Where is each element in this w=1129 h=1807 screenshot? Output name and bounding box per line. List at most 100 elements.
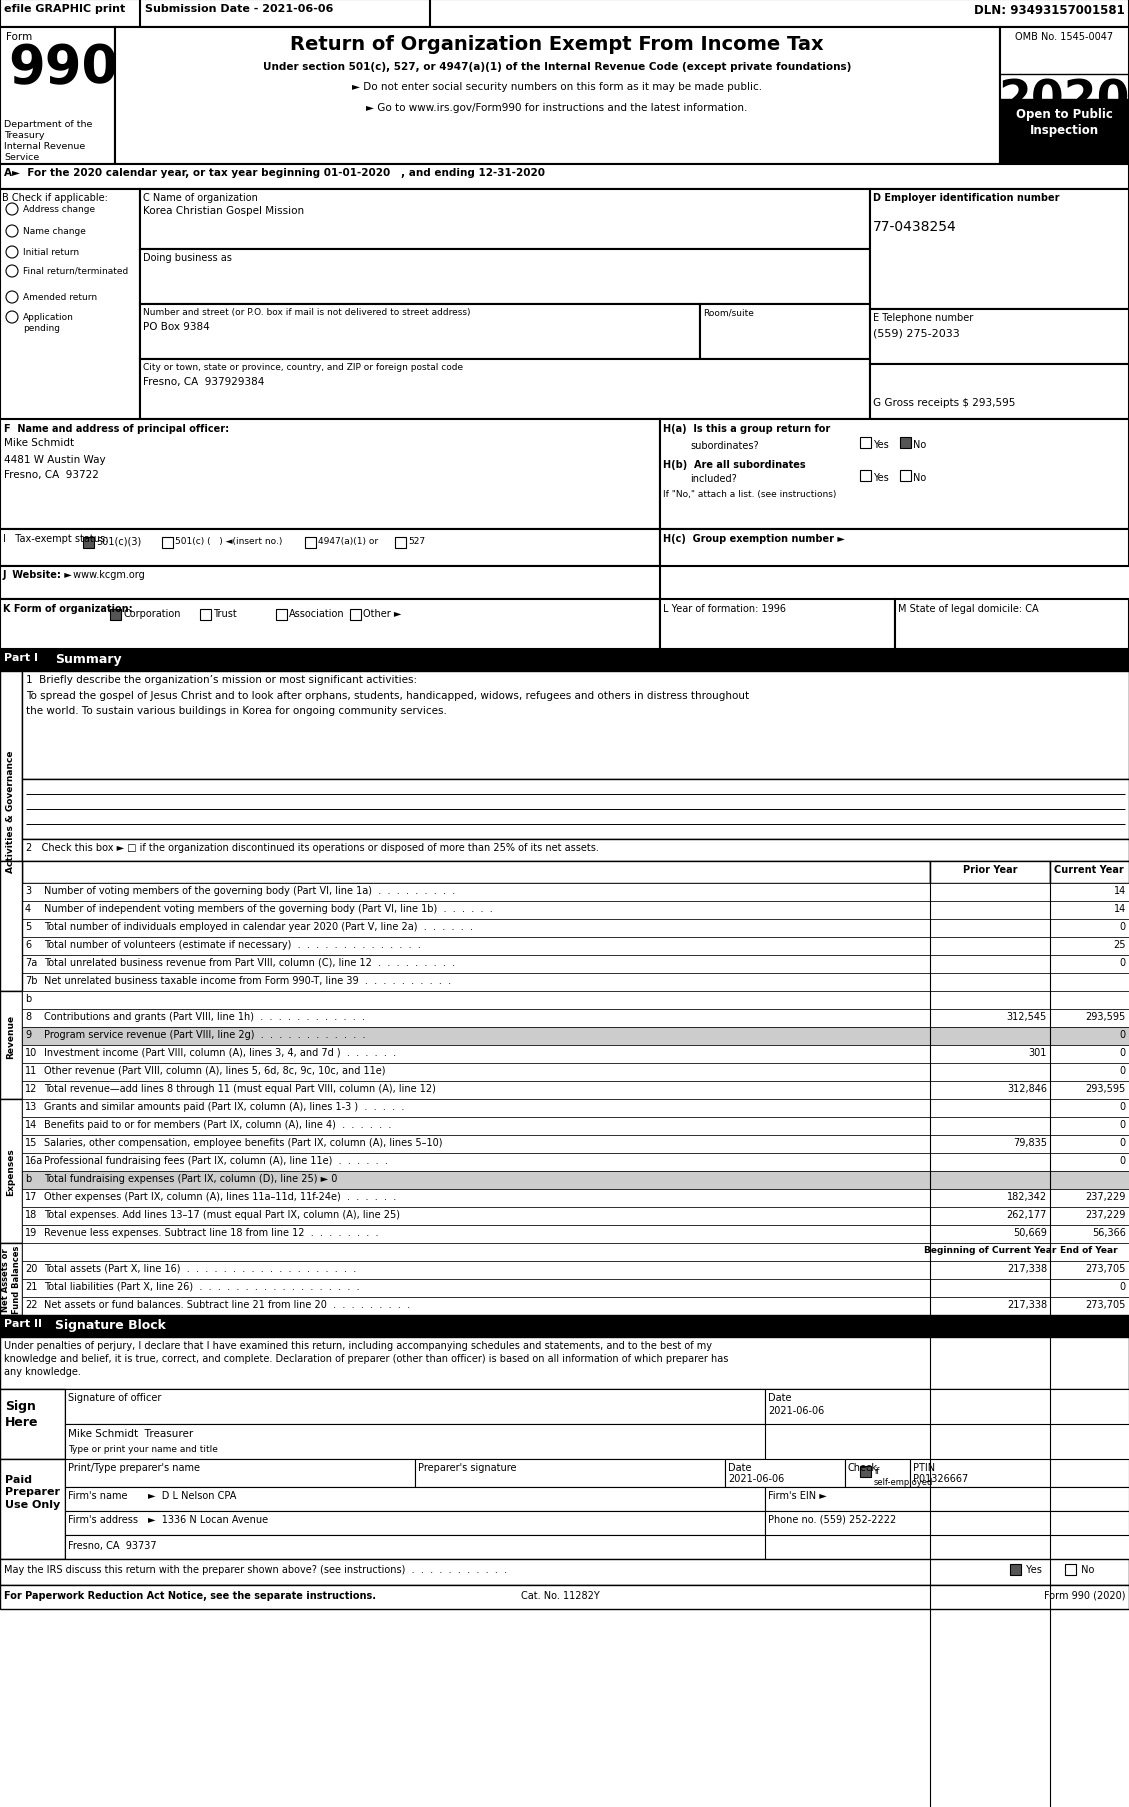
Bar	[930, 992, 1050, 1010]
Bar	[21, 1063, 930, 1081]
Text: Current Year: Current Year	[1054, 864, 1123, 875]
Text: 0: 0	[1120, 1281, 1126, 1292]
Bar	[1050, 1081, 1129, 1099]
Bar	[765, 1390, 1129, 1424]
Bar	[1050, 1099, 1129, 1117]
Text: Yes: Yes	[1023, 1565, 1042, 1574]
Bar	[860, 1465, 870, 1476]
Text: Department of the
Treasury
Internal Revenue
Service: Department of the Treasury Internal Reve…	[5, 119, 93, 163]
Bar	[415, 1460, 725, 1487]
Text: 217,338: 217,338	[1007, 1299, 1047, 1310]
Text: Type or print your name and title: Type or print your name and title	[68, 1444, 218, 1453]
Text: Return of Organization Exempt From Income Tax: Return of Organization Exempt From Incom…	[290, 34, 824, 54]
Bar	[21, 884, 930, 902]
Text: 293,595: 293,595	[1086, 1084, 1126, 1093]
Text: 262,177: 262,177	[1007, 1209, 1047, 1220]
Text: 237,229: 237,229	[1086, 1209, 1126, 1220]
Text: any knowledge.: any knowledge.	[5, 1366, 81, 1377]
Text: P01326667: P01326667	[913, 1473, 969, 1484]
Bar	[0, 190, 140, 529]
Bar	[21, 974, 930, 992]
Bar	[870, 309, 1129, 365]
Bar	[930, 1081, 1050, 1099]
Text: 301: 301	[1029, 1048, 1047, 1057]
Bar	[1050, 1046, 1129, 1063]
Bar	[0, 992, 21, 1099]
Text: 14: 14	[25, 1119, 37, 1129]
Text: Phone no. (559) 252-2222: Phone no. (559) 252-2222	[768, 1514, 896, 1523]
Bar	[700, 305, 870, 360]
Text: Other revenue (Part VIII, column (A), lines 5, 6d, 8c, 9c, 10c, and 11e): Other revenue (Part VIII, column (A), li…	[44, 1066, 385, 1075]
Bar	[21, 862, 930, 884]
Bar	[930, 1243, 1050, 1261]
Bar	[21, 1261, 930, 1279]
Bar	[0, 1585, 1129, 1608]
Bar	[0, 164, 1129, 190]
Bar	[0, 567, 660, 600]
Bar	[1000, 99, 1129, 164]
Text: 7b: 7b	[25, 976, 37, 985]
Text: 5: 5	[25, 922, 32, 931]
Text: Grants and similar amounts paid (Part IX, column (A), lines 1-3 )  .  .  .  .  .: Grants and similar amounts paid (Part IX…	[44, 1102, 404, 1111]
Bar	[350, 609, 361, 620]
Text: B Check if applicable:: B Check if applicable:	[2, 193, 108, 202]
Text: K Form of organization:: K Form of organization:	[3, 604, 132, 614]
Bar	[0, 862, 21, 961]
Bar	[1050, 1297, 1129, 1315]
Text: Revenue less expenses. Subtract line 18 from line 12  .  .  .  .  .  .  .  .: Revenue less expenses. Subtract line 18 …	[44, 1227, 378, 1238]
Text: Number of independent voting members of the governing body (Part VI, line 1b)  .: Number of independent voting members of …	[44, 904, 492, 914]
Bar	[0, 1337, 1129, 1390]
Text: efile GRAPHIC print: efile GRAPHIC print	[5, 4, 125, 14]
Bar	[65, 1487, 765, 1511]
Bar	[21, 1153, 930, 1171]
Text: Number of voting members of the governing body (Part VI, line 1a)  .  .  .  .  .: Number of voting members of the governin…	[44, 885, 455, 896]
Text: 217,338: 217,338	[1007, 1263, 1047, 1274]
Text: Address change: Address change	[23, 204, 95, 213]
Text: 4947(a)(1) or: 4947(a)(1) or	[318, 537, 378, 546]
Bar	[930, 884, 1050, 902]
Text: E Telephone number: E Telephone number	[873, 313, 973, 323]
Bar	[860, 472, 870, 482]
Text: 1  Briefly describe the organization’s mission or most significant activities:: 1 Briefly describe the organization’s mi…	[26, 674, 417, 685]
Bar	[140, 305, 700, 360]
Bar	[870, 190, 1129, 309]
Bar	[930, 1063, 1050, 1081]
Text: Association: Association	[289, 609, 344, 618]
Text: M State of legal domicile: CA: M State of legal domicile: CA	[898, 604, 1039, 614]
Text: Form: Form	[6, 33, 33, 42]
Text: 0: 0	[1120, 1030, 1126, 1039]
Text: 0: 0	[1120, 1048, 1126, 1057]
Bar	[1050, 1243, 1129, 1261]
Bar	[930, 1171, 1050, 1189]
Bar	[930, 1261, 1050, 1279]
Text: ► Go to www.irs.gov/Form990 for instructions and the latest information.: ► Go to www.irs.gov/Form990 for instruct…	[366, 103, 747, 112]
Bar	[21, 1243, 930, 1261]
Bar	[21, 1207, 930, 1225]
Text: 273,705: 273,705	[1086, 1263, 1126, 1274]
Text: Expenses: Expenses	[7, 1147, 16, 1194]
Text: 0: 0	[1120, 1119, 1126, 1129]
Bar	[65, 1511, 765, 1536]
Circle shape	[6, 204, 18, 215]
Bar	[930, 1225, 1050, 1243]
Bar	[0, 1315, 1129, 1337]
Bar	[21, 1117, 930, 1135]
Text: 2020: 2020	[998, 78, 1129, 123]
Text: Doing business as: Doing business as	[143, 253, 231, 262]
Text: Cat. No. 11282Y: Cat. No. 11282Y	[520, 1590, 599, 1601]
Bar	[660, 600, 895, 651]
Bar	[21, 1279, 930, 1297]
Bar	[21, 956, 930, 974]
Bar	[21, 992, 930, 1010]
Text: Activities & Governance: Activities & Governance	[7, 750, 16, 873]
Circle shape	[6, 226, 18, 239]
Bar	[930, 974, 1050, 992]
Bar	[930, 1207, 1050, 1225]
Text: Salaries, other compensation, employee benefits (Part IX, column (A), lines 5–10: Salaries, other compensation, employee b…	[44, 1137, 443, 1147]
Bar	[765, 1511, 1129, 1536]
Bar	[305, 538, 316, 549]
Circle shape	[6, 248, 18, 258]
Bar	[0, 27, 115, 164]
Text: 13: 13	[25, 1102, 37, 1111]
Text: Prior Year: Prior Year	[963, 864, 1017, 875]
